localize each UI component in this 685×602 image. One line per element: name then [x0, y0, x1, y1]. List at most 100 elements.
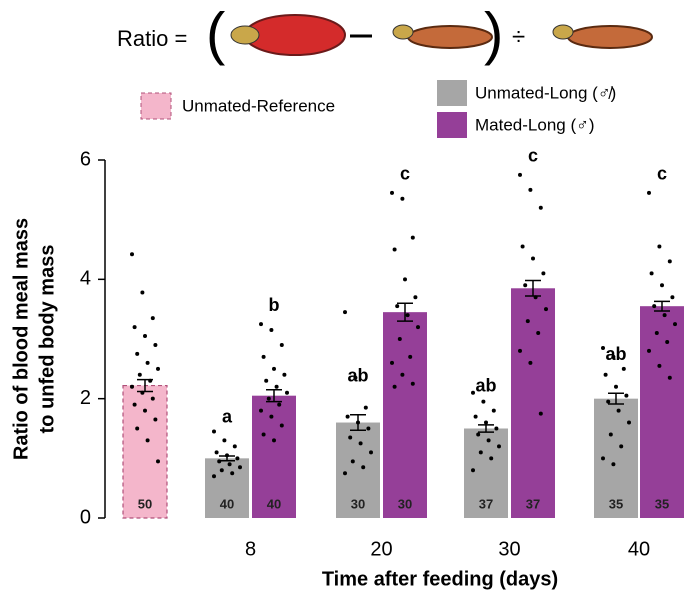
data-point	[471, 468, 475, 473]
data-point	[222, 438, 227, 443]
data-point	[130, 252, 134, 257]
data-point	[518, 172, 522, 177]
data-point	[665, 339, 670, 344]
data-point	[132, 325, 137, 330]
data-point	[416, 325, 420, 330]
count-label: 35	[609, 496, 623, 511]
data-point	[392, 384, 397, 389]
data-point	[261, 432, 266, 437]
data-point	[345, 414, 350, 419]
data-point	[397, 337, 402, 341]
bug-head	[230, 25, 260, 45]
data-point	[657, 244, 662, 249]
data-point	[277, 402, 282, 407]
count-label: 50	[138, 496, 152, 511]
data-point	[212, 474, 216, 479]
unfed-bug-icon	[407, 25, 493, 49]
data-point	[274, 384, 279, 389]
bar	[464, 428, 508, 518]
data-point	[235, 456, 240, 461]
data-point	[395, 304, 400, 309]
data-point	[269, 414, 274, 419]
y-tick-label: 0	[80, 506, 91, 528]
legend-label: Unmated-Long (♂̸)	[475, 83, 616, 102]
data-point	[541, 271, 546, 276]
data-point	[649, 271, 654, 276]
error-bar	[608, 392, 624, 405]
data-point	[259, 322, 263, 327]
data-point	[476, 432, 481, 437]
data-point	[145, 438, 150, 443]
data-point	[232, 444, 237, 449]
error-bar	[397, 302, 413, 322]
data-point	[353, 375, 358, 380]
data-point	[544, 307, 548, 312]
bug-head	[552, 24, 574, 40]
data-point	[150, 316, 155, 321]
data-point	[266, 396, 271, 401]
data-point	[150, 396, 155, 401]
y-axis-label: to unfed body mass	[36, 245, 58, 434]
data-point	[361, 465, 366, 470]
data-point	[538, 411, 543, 416]
bar	[511, 288, 555, 518]
data-point	[348, 435, 353, 440]
data-point	[608, 432, 613, 437]
x-axis-label: Time after feeding (days)	[322, 568, 558, 590]
divide-sign: ÷	[512, 23, 525, 50]
data-point	[471, 390, 475, 395]
data-point	[662, 313, 667, 318]
count-label: 30	[398, 496, 412, 511]
data-point	[261, 354, 266, 359]
data-point	[528, 187, 533, 192]
unfed-bug-icon	[567, 25, 653, 49]
data-point	[156, 366, 160, 371]
count-label: 40	[267, 496, 281, 511]
data-point	[135, 426, 140, 431]
data-point	[279, 342, 284, 347]
y-axis-label: Ratio of blood meal mass	[10, 218, 32, 460]
data-point	[279, 423, 284, 428]
count-label: 37	[526, 496, 540, 511]
data-point	[673, 322, 677, 327]
legend-swatch	[437, 112, 467, 138]
data-point	[603, 372, 608, 377]
data-point	[343, 471, 347, 476]
data-point	[538, 205, 543, 210]
data-point	[481, 399, 486, 404]
legend-swatch	[437, 80, 467, 106]
legend-label: Unmated-Reference	[182, 96, 335, 115]
error-bar	[654, 300, 670, 312]
data-point	[153, 342, 158, 347]
data-point	[140, 290, 145, 295]
error-bar	[266, 388, 282, 403]
data-point	[285, 390, 289, 395]
x-tick-label: 8	[245, 538, 256, 560]
data-point	[214, 450, 219, 455]
data-point	[606, 399, 611, 404]
data-point	[363, 405, 368, 410]
data-point	[611, 354, 616, 359]
data-point	[647, 190, 651, 195]
data-point	[627, 420, 631, 425]
data-point	[143, 408, 147, 413]
data-point	[489, 456, 494, 461]
bug-head	[392, 24, 414, 40]
data-point	[624, 393, 629, 398]
data-point	[408, 354, 413, 359]
data-point	[212, 429, 216, 434]
data-point	[132, 402, 137, 407]
error-bar	[219, 455, 235, 462]
data-point	[403, 277, 407, 282]
x-tick-label: 30	[498, 538, 520, 560]
data-point	[491, 408, 496, 413]
data-point	[227, 462, 232, 467]
data-point	[657, 363, 662, 368]
data-point	[272, 438, 276, 443]
data-point	[652, 304, 657, 309]
data-point	[282, 372, 287, 377]
fed-bug-icon	[244, 14, 346, 56]
data-point	[145, 360, 150, 365]
data-point	[259, 408, 263, 413]
